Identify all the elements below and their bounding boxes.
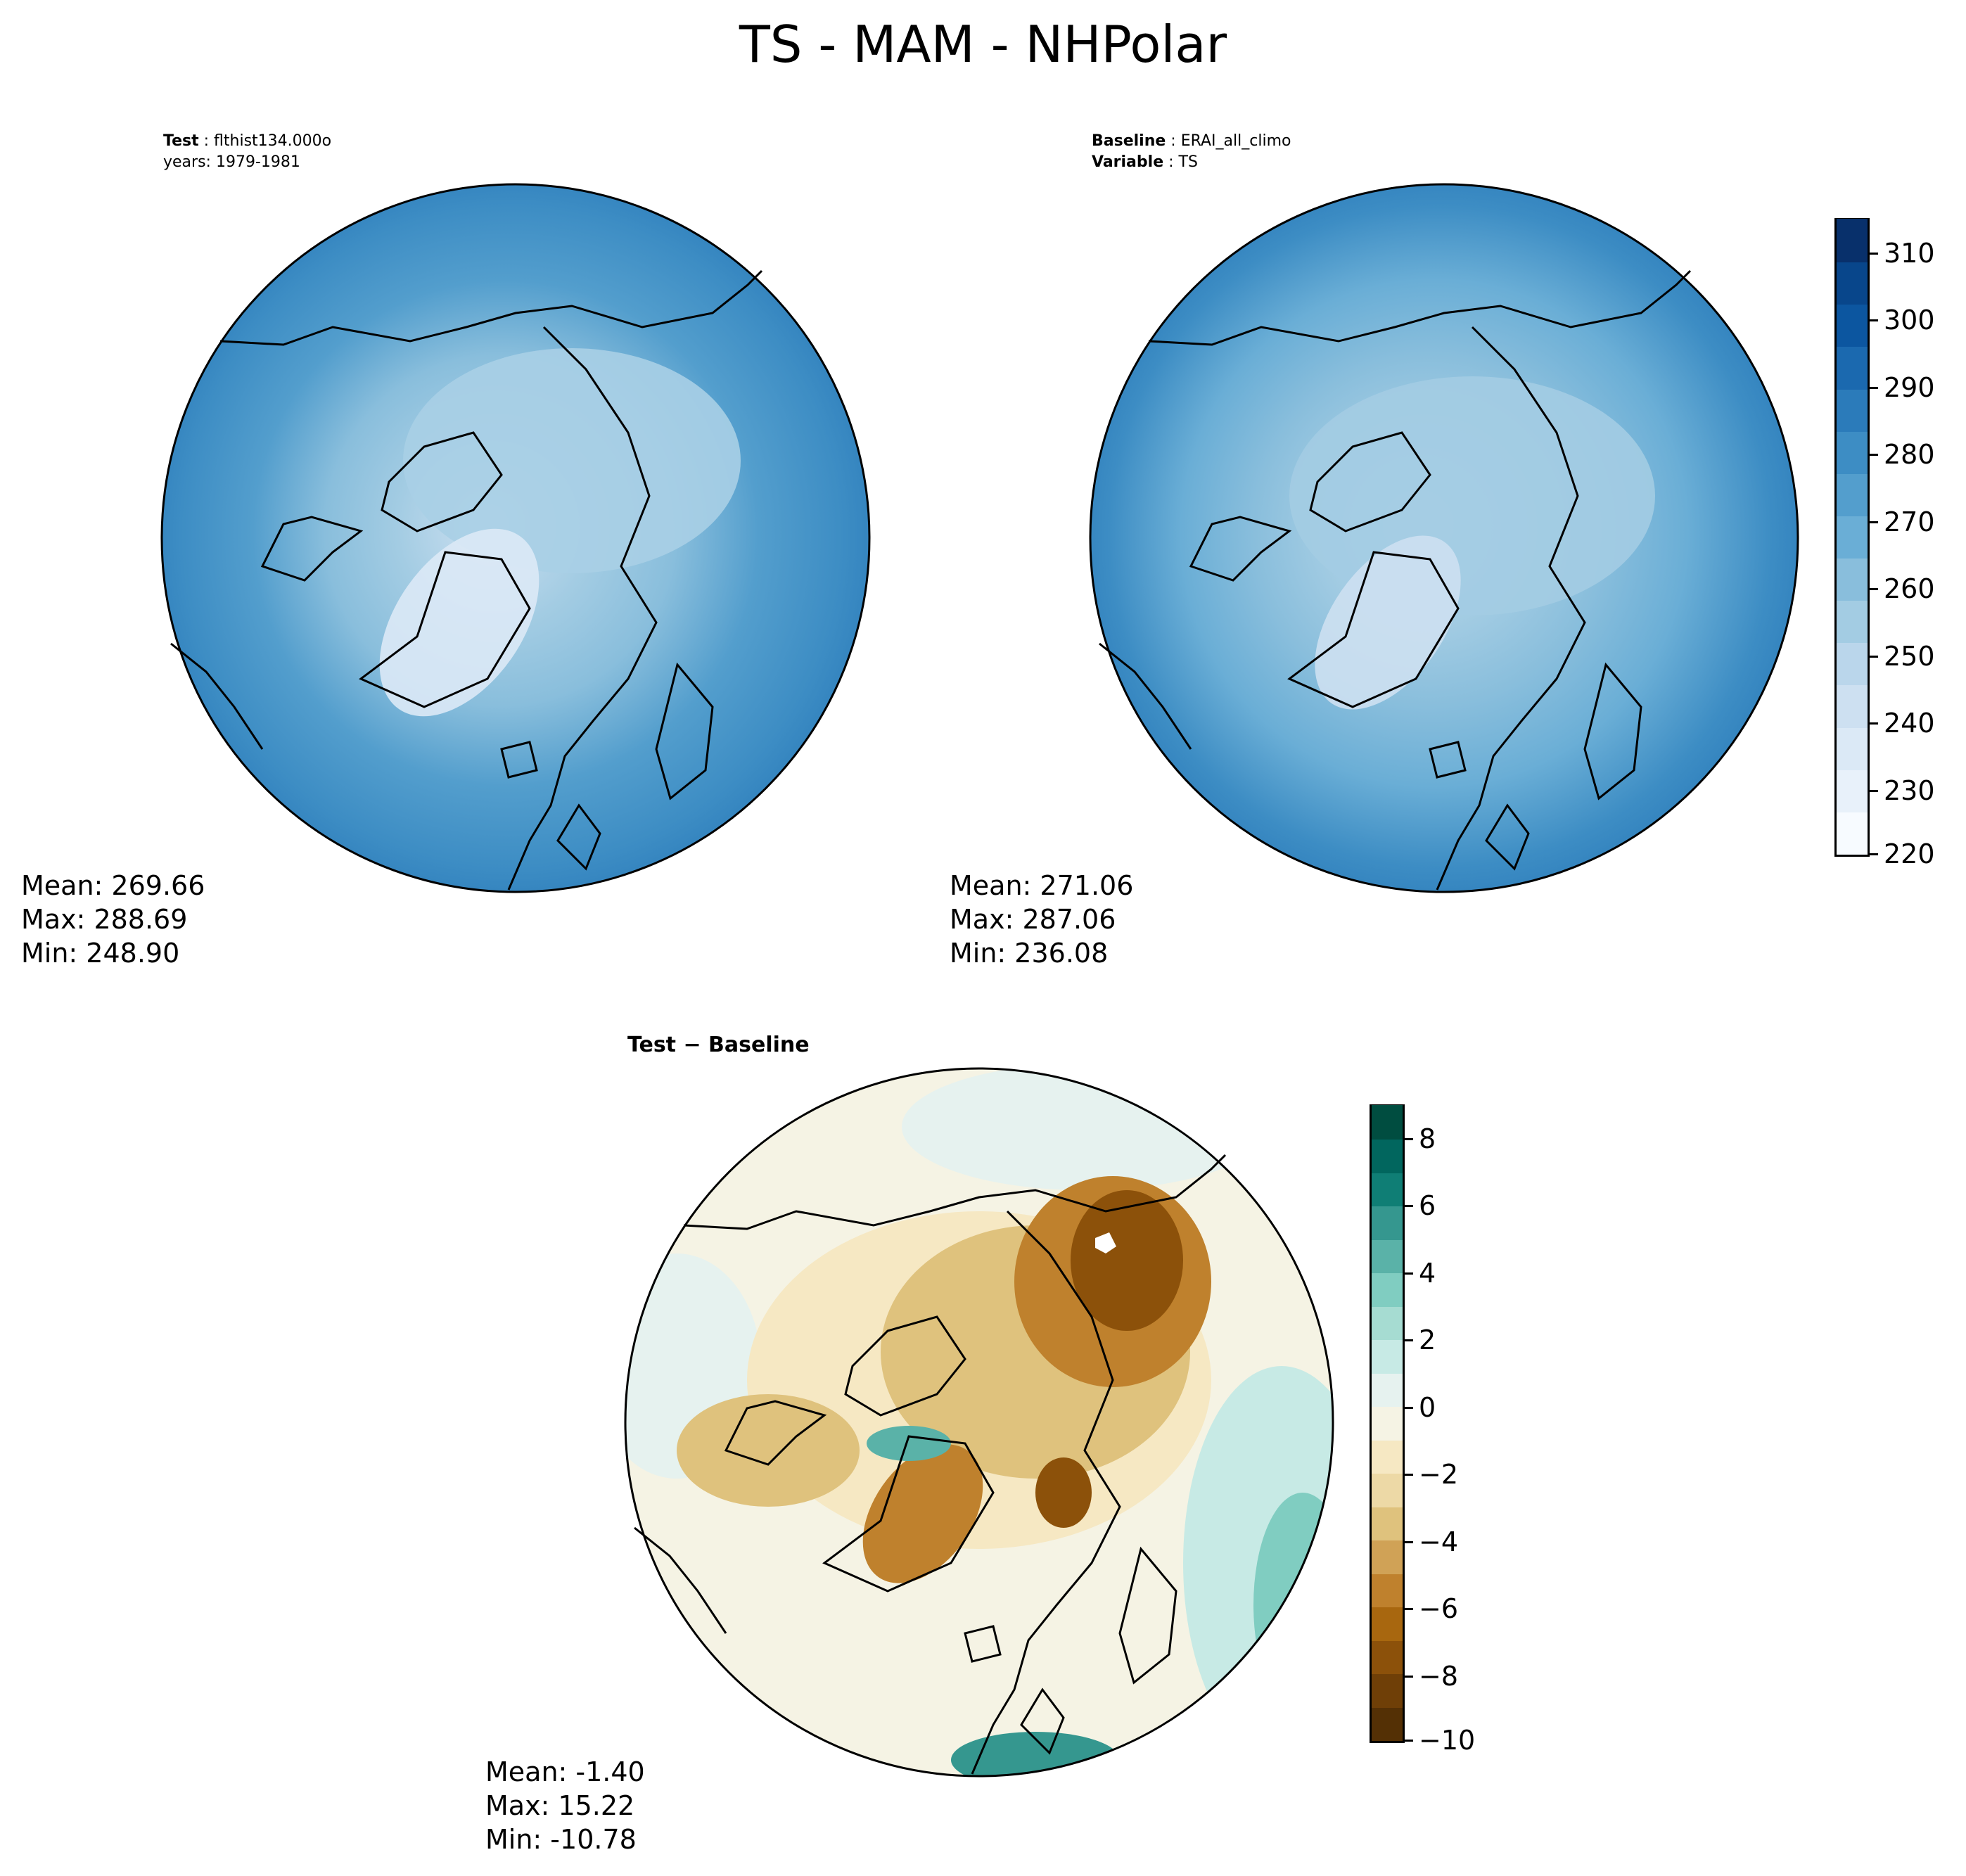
- colorbar-segment: [1372, 1572, 1403, 1608]
- test-stats: Mean: 269.66 Max: 288.69 Min: 248.90: [21, 869, 205, 970]
- test-map-border: [160, 183, 871, 893]
- diff-title: Test − Baseline: [627, 1033, 810, 1057]
- diff-mean: Mean: -1.40: [485, 1756, 645, 1787]
- colorbar-segment: [1837, 388, 1868, 432]
- diff-tick: 8: [1419, 1123, 1436, 1154]
- diff-tick: −2: [1419, 1459, 1459, 1490]
- main-colorbar-fill: [1837, 219, 1868, 855]
- colorbar-segment: [1837, 768, 1868, 812]
- figure-title: TS - MAM - NHPolar: [739, 15, 1227, 74]
- main-colorbar-ticks: 310 300 290 280 270 260 250 240 230 220: [1870, 218, 1954, 868]
- colorbar-segment: [1837, 303, 1868, 347]
- diff-max: Max: 15.22: [485, 1790, 635, 1821]
- colorbar-segment: [1837, 811, 1868, 855]
- diff-tick: −10: [1419, 1725, 1476, 1756]
- main-tick: 310: [1884, 238, 1935, 269]
- diff-tick: −6: [1419, 1593, 1459, 1624]
- variable-name: TS: [1178, 153, 1198, 171]
- main-tick: 270: [1884, 506, 1935, 537]
- diff-stats: Mean: -1.40 Max: 15.22 Min: -10.78: [485, 1755, 645, 1856]
- colorbar-segment: [1372, 1405, 1403, 1441]
- colorbar-segment: [1372, 1138, 1403, 1173]
- colorbar-segment: [1837, 430, 1868, 474]
- diff-tick: 4: [1419, 1258, 1436, 1289]
- diff-map-border: [624, 1067, 1334, 1778]
- diff-tick: −4: [1419, 1526, 1459, 1557]
- baseline-header-key: Baseline: [1092, 132, 1166, 150]
- colorbar-segment: [1837, 599, 1868, 644]
- main-tick: 250: [1884, 641, 1935, 672]
- colorbar-segment: [1372, 1539, 1403, 1574]
- colorbar-segment: [1372, 1239, 1403, 1274]
- colorbar-segment: [1837, 684, 1868, 728]
- main-tick: 220: [1884, 838, 1935, 869]
- diff-map: [624, 1067, 1334, 1778]
- colorbar-segment: [1372, 1438, 1403, 1474]
- baseline-map: [1089, 183, 1799, 893]
- colorbar-segment: [1372, 1205, 1403, 1240]
- test-map: [160, 183, 871, 893]
- main-tick: 230: [1884, 775, 1935, 806]
- diff-colorbar-ticks: 8 6 4 2 0 −2 −4 −6 −8 −10: [1405, 1104, 1510, 1754]
- diff-tick: −8: [1419, 1661, 1459, 1692]
- baseline-mean: Mean: 271.06: [950, 870, 1134, 901]
- main-tick: 280: [1884, 439, 1935, 470]
- test-header: Test : flthist134.000o years: 1979-1981: [163, 131, 331, 173]
- test-coastlines: [170, 269, 763, 891]
- colorbar-segment: [1372, 1472, 1403, 1507]
- baseline-header: Baseline : ERAI_all_climo Variable : TS: [1092, 132, 1291, 171]
- colorbar-segment: [1372, 1105, 1403, 1140]
- colorbar-segment: [1372, 1272, 1403, 1307]
- diff-tick: 0: [1419, 1392, 1436, 1423]
- baseline-coastlines: [1099, 269, 1692, 891]
- test-years: years: 1979-1981: [163, 153, 300, 171]
- main-colorbar: [1834, 218, 1870, 857]
- colorbar-segment: [1837, 345, 1868, 390]
- test-max: Max: 288.69: [21, 904, 188, 935]
- colorbar-segment: [1837, 515, 1868, 559]
- test-case-name: flthist134.000o: [214, 132, 332, 150]
- diff-tick: 6: [1419, 1190, 1436, 1221]
- colorbar-segment: [1372, 1172, 1403, 1207]
- baseline-map-border: [1089, 183, 1799, 893]
- main-tick: 260: [1884, 573, 1935, 604]
- main-tick: 300: [1884, 305, 1935, 336]
- baseline-max: Max: 287.06: [950, 904, 1116, 935]
- colorbar-segment: [1372, 1673, 1403, 1708]
- baseline-name: ERAI_all_climo: [1180, 132, 1291, 150]
- test-min: Min: 248.90: [21, 938, 180, 969]
- diff-colorbar: [1370, 1104, 1405, 1743]
- colorbar-segment: [1372, 1306, 1403, 1341]
- colorbar-segment: [1837, 642, 1868, 686]
- diff-colorbar-fill: [1372, 1105, 1403, 1741]
- colorbar-segment: [1837, 726, 1868, 770]
- baseline-min: Min: 236.08: [950, 938, 1109, 969]
- colorbar-segment: [1837, 473, 1868, 516]
- main-tick: 290: [1884, 372, 1935, 403]
- colorbar-segment: [1372, 1639, 1403, 1675]
- colorbar-segment: [1372, 1606, 1403, 1641]
- main-tick: 240: [1884, 708, 1935, 739]
- diff-coastlines: [634, 1154, 1227, 1775]
- colorbar-segment: [1372, 1339, 1403, 1374]
- colorbar-segment: [1837, 219, 1868, 263]
- colorbar-segment: [1837, 261, 1868, 305]
- colorbar-segment: [1372, 1505, 1403, 1541]
- test-mean: Mean: 269.66: [21, 870, 205, 901]
- diff-min: Min: -10.78: [485, 1824, 637, 1855]
- diff-tick: 2: [1419, 1325, 1436, 1355]
- colorbar-segment: [1837, 557, 1868, 601]
- colorbar-segment: [1372, 1706, 1403, 1741]
- baseline-stats: Mean: 271.06 Max: 287.06 Min: 236.08: [950, 869, 1133, 970]
- variable-header-key: Variable: [1092, 153, 1164, 171]
- test-header-key: Test: [163, 132, 199, 150]
- colorbar-segment: [1372, 1372, 1403, 1408]
